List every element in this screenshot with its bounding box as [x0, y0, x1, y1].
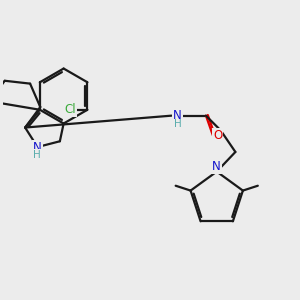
Text: N: N	[173, 109, 182, 122]
Text: N: N	[33, 140, 42, 154]
Text: Cl: Cl	[64, 103, 76, 116]
Text: N: N	[212, 160, 221, 173]
Text: H: H	[33, 150, 41, 160]
Text: H: H	[174, 119, 182, 130]
Text: O: O	[213, 129, 222, 142]
